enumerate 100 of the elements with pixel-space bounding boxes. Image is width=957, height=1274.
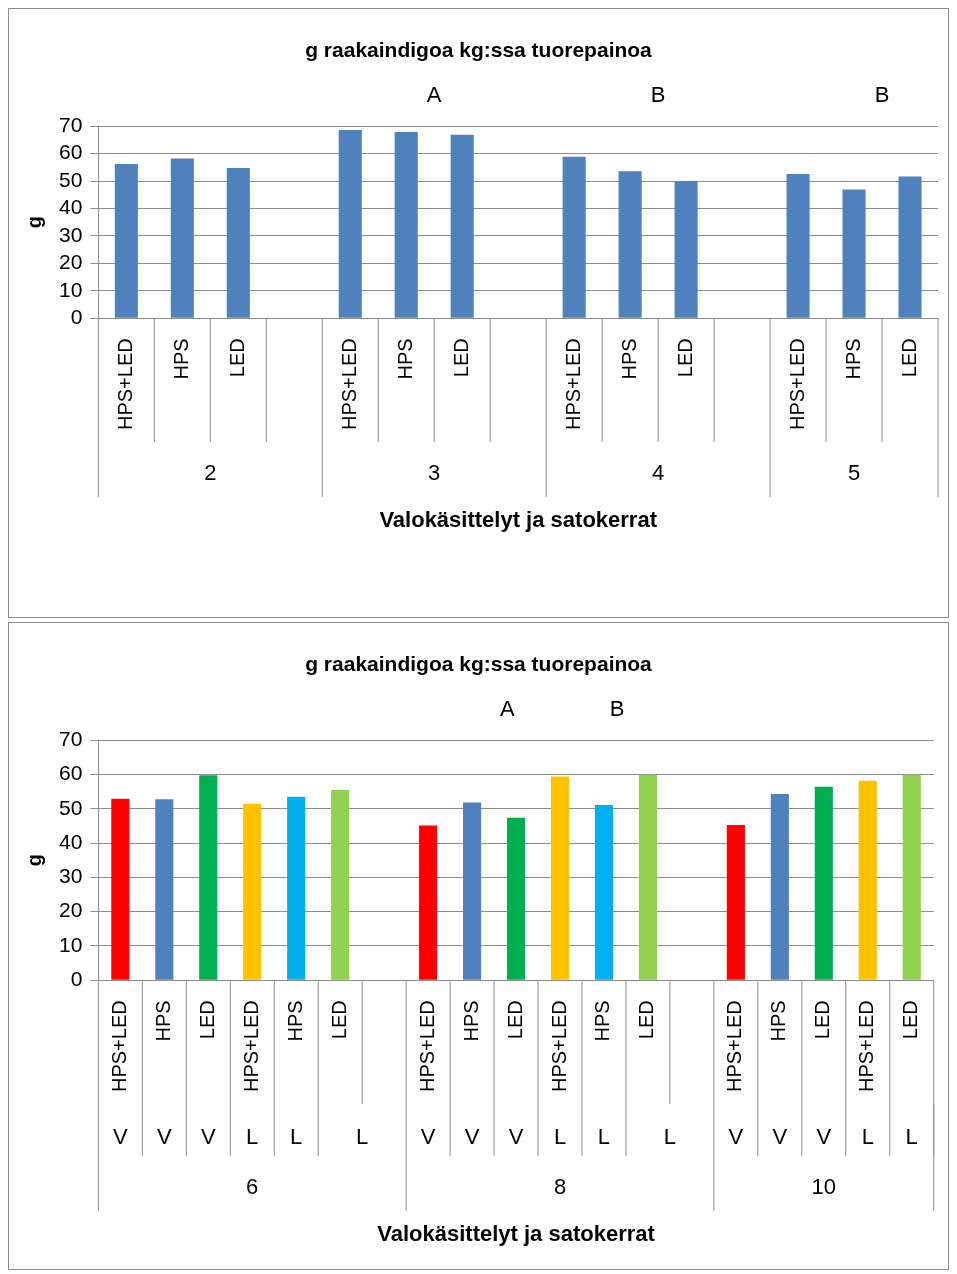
- y-tick-label: 40: [59, 195, 83, 219]
- x-tick-label: LED: [899, 1000, 922, 1040]
- text: A: [426, 82, 442, 108]
- bar: [463, 802, 482, 980]
- text: V: [508, 1124, 524, 1150]
- y-tick-label: 10: [59, 932, 83, 956]
- bar: [858, 780, 877, 980]
- x-tick-label: HPS: [591, 1000, 614, 1042]
- y-tick-label: 40: [59, 829, 83, 853]
- text: L: [597, 1124, 611, 1150]
- y-axis-title: g: [22, 854, 45, 867]
- bar: [155, 799, 174, 980]
- x-tick-label: LED: [635, 1000, 658, 1040]
- text: V: [156, 1124, 172, 1150]
- text: L: [246, 1124, 259, 1150]
- text: B: [874, 82, 890, 108]
- text: L: [356, 1124, 369, 1150]
- x-tick-label: HPS+LED: [723, 1000, 746, 1093]
- chart-title: g raakaindigoa kg:ssa tuorepainoa: [305, 38, 653, 62]
- y-tick-label: 30: [59, 864, 83, 888]
- x-tick-label: HPS: [459, 1000, 482, 1042]
- x-tick-label: HPS+LED: [107, 1000, 130, 1093]
- bar: [170, 158, 194, 318]
- bar: [419, 825, 438, 980]
- bar: [243, 803, 262, 980]
- x-tick-label: HPS+LED: [337, 338, 360, 431]
- y-tick-label: 70: [59, 727, 83, 750]
- x-tick-label: LED: [195, 1000, 218, 1040]
- text: B: [650, 82, 666, 108]
- text: B: [609, 696, 625, 722]
- text: V: [772, 1124, 788, 1150]
- bar: [674, 181, 698, 318]
- bar: [618, 171, 642, 318]
- text: A: [499, 696, 515, 722]
- text: 2: [204, 460, 217, 486]
- bar: [338, 130, 362, 318]
- text: 5: [847, 460, 861, 486]
- x-tick-label: LED: [811, 1000, 834, 1040]
- x-tick-label: HPS: [841, 338, 864, 380]
- text: L: [663, 1124, 677, 1150]
- x-tick-label: LED: [225, 338, 248, 378]
- bar: [550, 776, 570, 980]
- bar: [450, 134, 474, 318]
- y-tick-label: 20: [59, 250, 83, 274]
- text: V: [113, 1124, 128, 1150]
- text: 6: [246, 1174, 259, 1200]
- x-tick-label: HPS+LED: [561, 338, 584, 431]
- y-tick-label: 50: [59, 167, 83, 191]
- x-tick-label: HPS+LED: [785, 338, 808, 431]
- text: V: [200, 1124, 216, 1150]
- bar: [842, 189, 866, 318]
- y-tick-label: 20: [59, 898, 83, 922]
- x-axis-title: Valokäsittelyt ja satokerrat: [379, 507, 658, 533]
- bar: [562, 156, 586, 318]
- y-tick-label: 60: [59, 761, 83, 785]
- x-tick-label: HPS: [169, 338, 192, 380]
- bar: [902, 774, 921, 980]
- y-tick-label: 60: [59, 140, 83, 164]
- text: L: [290, 1124, 303, 1150]
- text: V: [728, 1124, 744, 1150]
- y-tick-label: 0: [70, 967, 83, 991]
- x-tick-label: HPS: [393, 338, 416, 380]
- bar: [638, 774, 658, 980]
- text: 10: [811, 1174, 837, 1200]
- bar: [898, 176, 922, 318]
- y-tick-label: 30: [59, 222, 83, 246]
- text: L: [861, 1124, 874, 1150]
- bar: [331, 789, 350, 980]
- text: 4: [651, 460, 665, 486]
- y-tick-label: 70: [59, 113, 83, 136]
- bar: [114, 164, 138, 318]
- x-tick-label: HPS+LED: [547, 1000, 570, 1093]
- x-tick-label: HPS+LED: [239, 1000, 262, 1093]
- bar: [786, 173, 810, 318]
- x-tick-label: HPS: [767, 1000, 790, 1042]
- text: V: [464, 1124, 480, 1150]
- text: L: [553, 1124, 567, 1150]
- bar: [287, 796, 306, 980]
- x-tick-label: LED: [673, 338, 696, 378]
- bar: [506, 817, 526, 980]
- x-tick-label: HPS+LED: [415, 1000, 438, 1093]
- x-tick-label: LED: [897, 338, 920, 378]
- bar: [394, 131, 418, 318]
- text: 8: [553, 1174, 567, 1200]
- text: 3: [428, 460, 441, 486]
- x-tick-label: LED: [449, 338, 472, 378]
- y-tick-label: 10: [59, 277, 83, 301]
- chart-title: g raakaindigoa kg:ssa tuorepainoa: [305, 652, 653, 676]
- x-tick-label: LED: [327, 1000, 350, 1040]
- y-tick-label: 0: [70, 305, 83, 329]
- x-tick-label: HPS+LED: [855, 1000, 878, 1093]
- y-tick-label: 50: [59, 795, 83, 819]
- bar: [594, 805, 614, 980]
- bar: [199, 775, 218, 980]
- x-tick-label: HPS: [617, 338, 640, 380]
- bar: [226, 167, 250, 318]
- bar: [111, 798, 130, 980]
- x-tick-label: HPS+LED: [113, 338, 136, 431]
- text: L: [905, 1124, 918, 1150]
- x-axis-title: Valokäsittelyt ja satokerrat: [377, 1221, 656, 1247]
